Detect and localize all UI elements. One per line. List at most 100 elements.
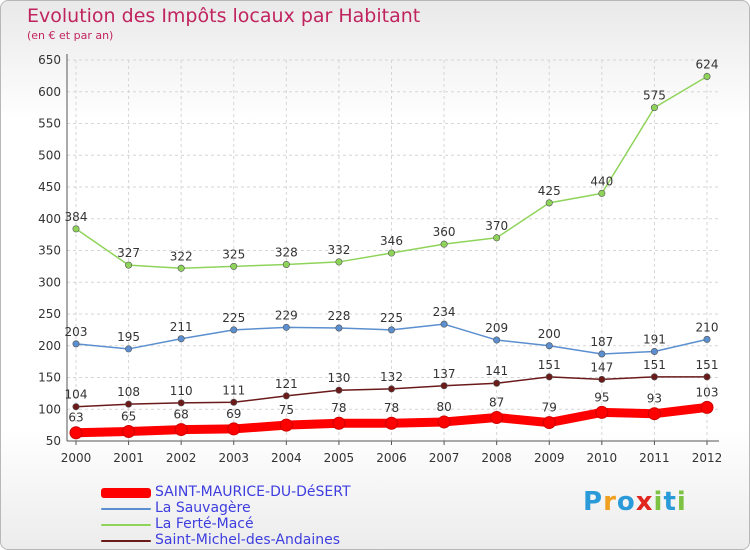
x-tick-label: 2009 [534, 451, 565, 465]
data-label: 370 [485, 219, 508, 233]
data-point [227, 422, 241, 436]
x-tick-label: 2004 [271, 451, 302, 465]
logo-letter: t [663, 487, 677, 517]
data-point [595, 405, 609, 419]
data-label: 68 [174, 408, 189, 422]
data-point [230, 398, 238, 406]
data-label: 78 [331, 401, 346, 415]
x-tick-label: 2002 [166, 451, 197, 465]
data-label: 65 [121, 409, 136, 423]
data-point [545, 342, 553, 350]
logo-letter: x [635, 487, 654, 517]
data-label: 63 [68, 411, 83, 425]
data-label: 87 [489, 396, 504, 410]
logo-letter: r [603, 487, 617, 517]
data-point [335, 324, 343, 332]
data-point [125, 261, 133, 269]
chart-subtitle: (en € et par an) [27, 29, 114, 42]
data-point [282, 392, 290, 400]
data-point [72, 340, 80, 348]
data-point [177, 399, 185, 407]
data-point [647, 407, 661, 421]
data-label: 69 [226, 407, 241, 421]
data-point [598, 350, 606, 358]
legend-label-la-sauvagere: La Sauvagère [155, 500, 251, 516]
data-label: 75 [279, 403, 294, 417]
x-tick-label: 2005 [324, 451, 355, 465]
data-point [282, 260, 290, 268]
legend-item-la-sauvagere: La Sauvagère [101, 500, 431, 517]
x-tick-label: 2011 [639, 451, 670, 465]
data-point [125, 345, 133, 353]
data-point [703, 335, 711, 343]
data-label: 151 [538, 358, 561, 372]
data-point [335, 386, 343, 394]
data-label: 228 [327, 309, 350, 323]
y-tick-label: 150 [38, 371, 61, 385]
data-point [703, 73, 711, 81]
data-point [387, 385, 395, 393]
legend-swatch-la-sauvagere [101, 508, 151, 510]
y-tick-label: 600 [38, 85, 61, 99]
data-label: 141 [485, 364, 508, 378]
data-label: 209 [485, 321, 508, 335]
logo-letter: P [583, 487, 604, 517]
data-label: 191 [643, 332, 666, 346]
data-point [700, 400, 714, 414]
data-point [440, 320, 448, 328]
data-point [650, 373, 658, 381]
data-point [385, 416, 398, 430]
legend-item-saint-maurice: SAINT-MAURICE-DU-DéSERT [101, 484, 431, 501]
data-point [493, 379, 501, 387]
data-point [545, 373, 553, 381]
logo-letter: o [616, 487, 636, 517]
data-label: 211 [170, 320, 193, 334]
data-label: 200 [538, 327, 561, 341]
y-tick-label: 500 [38, 148, 61, 162]
data-label: 151 [696, 358, 719, 372]
data-label: 322 [170, 249, 193, 263]
legend: SAINT-MAURICE-DU-DéSERT La Sauvagère La … [101, 484, 431, 549]
data-point [279, 418, 293, 432]
y-tick-label: 550 [38, 117, 61, 131]
data-label: 346 [380, 234, 403, 248]
legend-label-la-ferte-mace: La Ferté-Macé [155, 516, 254, 532]
data-point [387, 326, 395, 334]
data-point [69, 426, 83, 440]
data-point [440, 240, 448, 248]
data-label: 203 [65, 325, 88, 339]
data-point [598, 189, 606, 197]
data-label: 624 [696, 58, 719, 72]
data-label: 147 [590, 360, 613, 374]
y-tick-label: 650 [38, 53, 61, 67]
data-label: 575 [643, 89, 666, 103]
x-tick-label: 2010 [587, 451, 618, 465]
data-point [387, 249, 395, 257]
x-tick-label: 2006 [376, 451, 407, 465]
legend-item-la-ferte-mace: La Ferté-Macé [101, 516, 431, 533]
data-label: 78 [384, 401, 399, 415]
data-point [542, 416, 556, 430]
legend-label-saint-michel: Saint-Michel-des-Andaines [155, 532, 340, 548]
data-label: 327 [117, 246, 140, 260]
data-label: 80 [436, 400, 451, 414]
data-point [177, 264, 185, 272]
legend-swatch-la-ferte-mace [101, 524, 151, 526]
y-tick-label: 50 [46, 434, 61, 448]
data-point [493, 336, 501, 344]
data-point [125, 400, 133, 408]
data-label: 111 [222, 383, 245, 397]
data-point [650, 104, 658, 112]
x-tick-label: 2012 [692, 451, 723, 465]
data-point [72, 403, 80, 411]
data-label: 225 [380, 311, 403, 325]
logo-letter: i [653, 487, 664, 517]
y-tick-label: 300 [38, 275, 61, 289]
data-label: 110 [170, 384, 193, 398]
data-label: 225 [222, 311, 245, 325]
data-point [177, 335, 185, 343]
data-label: 234 [433, 305, 456, 319]
data-point [437, 415, 451, 429]
